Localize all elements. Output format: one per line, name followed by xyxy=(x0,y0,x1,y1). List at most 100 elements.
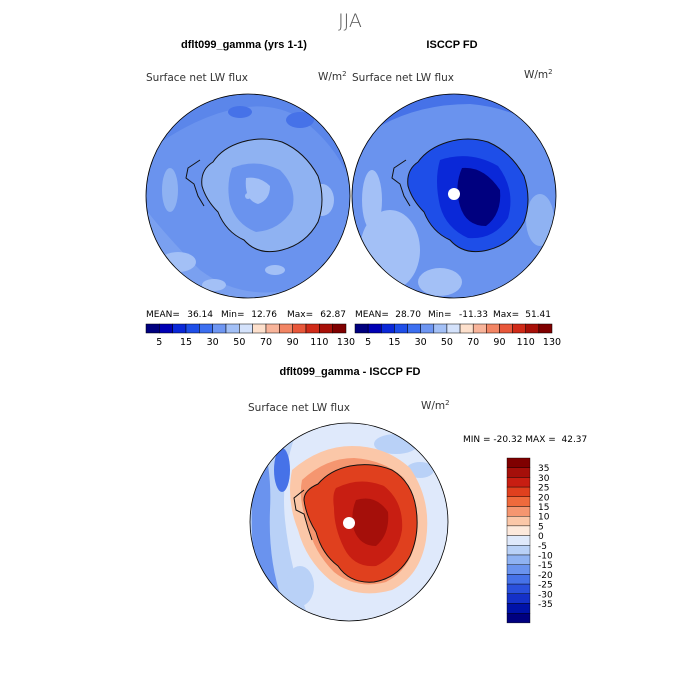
colorbar-swatch xyxy=(265,323,280,334)
colorbar-swatch xyxy=(305,323,320,334)
colorbar-swatch xyxy=(506,574,531,585)
colorbar-tick-label: 10 xyxy=(538,513,550,523)
colorbar-swatch xyxy=(199,323,213,334)
colorbar-swatch xyxy=(472,323,487,334)
variable-label: Surface net LW flux xyxy=(248,402,350,414)
colorbar-tick-label: -10 xyxy=(538,552,553,562)
mean-label: MEAN= xyxy=(355,310,389,320)
colorbar-tick-label: 110 xyxy=(310,337,328,348)
colorbar-tick-label: 90 xyxy=(287,337,299,348)
max-label: Max= xyxy=(287,310,313,320)
colorbar-swatch xyxy=(292,323,307,334)
colorbar-swatch xyxy=(367,323,382,334)
colorbar-swatch xyxy=(506,583,531,594)
colorbar-tick-label: 35 xyxy=(538,464,549,474)
colorbar-swatch xyxy=(407,323,421,334)
season-title: JJA xyxy=(338,10,362,32)
colorbar-swatch xyxy=(381,323,395,334)
colorbar-tick-label: 15 xyxy=(538,503,549,513)
diff-stats: MIN = -20.32 MAX = 42.37 xyxy=(463,435,587,445)
polar-map-observations xyxy=(352,94,556,298)
colorbar-swatch xyxy=(538,323,553,334)
panel-observations: ISCCP FD Surface net LW flux W/m2 MEAN= … xyxy=(351,39,561,348)
colorbar-swatch xyxy=(433,323,448,334)
colorbar-swatch xyxy=(512,323,526,334)
colorbar-swatch xyxy=(332,323,347,334)
colorbar-swatch xyxy=(239,323,253,334)
colorbar-swatch xyxy=(506,506,531,517)
colorbar-swatch xyxy=(172,323,187,334)
colorbar-tick-label: 20 xyxy=(538,493,550,503)
colorbar-swatch xyxy=(506,535,531,546)
panel-title: dflt099_gamma - ISCCP FD xyxy=(279,366,420,378)
colorbar-swatch xyxy=(506,593,531,604)
colorbar-tick-label: 50 xyxy=(233,337,245,348)
polar-map-model xyxy=(146,94,350,298)
units-label: W/m2 xyxy=(318,70,347,83)
colorbar-swatch xyxy=(159,323,173,334)
colorbar-swatch xyxy=(252,323,267,334)
min-value: -11.33 xyxy=(459,310,488,320)
colorbar-tick-label: 110 xyxy=(517,337,535,348)
colorbar-model: 5 15 30 50 70 90 110 130 xyxy=(145,323,355,348)
colorbar-swatch xyxy=(354,323,369,334)
colorbar-tick-label: 15 xyxy=(388,337,400,348)
colorbar-tick-label: -15 xyxy=(538,561,553,571)
colorbar-swatch xyxy=(459,323,474,334)
colorbar-swatch xyxy=(506,603,531,614)
colorbar-tick-label: -35 xyxy=(538,600,553,610)
colorbar-swatch xyxy=(506,564,531,575)
panel-title: ISCCP FD xyxy=(426,39,477,51)
mean-value: 36.14 xyxy=(187,310,213,320)
colorbar-tick-label: -5 xyxy=(538,542,547,552)
colorbar-swatch xyxy=(446,323,461,334)
colorbar-swatch xyxy=(225,323,240,334)
colorbar-tick-label: 5 xyxy=(365,337,371,348)
colorbar-swatch xyxy=(506,457,531,468)
mean-value: 28.70 xyxy=(395,310,421,320)
panel-model: dflt099_gamma (yrs 1-1) Surface net LW f… xyxy=(145,39,355,348)
colorbar-tick-label: -25 xyxy=(538,581,553,591)
colorbar-swatch xyxy=(279,323,293,334)
variable-label: Surface net LW flux xyxy=(352,72,454,84)
colorbar-swatch xyxy=(506,554,531,565)
colorbar-swatch xyxy=(506,545,531,556)
colorbar-tick-label: 30 xyxy=(207,337,219,348)
colorbar-swatch xyxy=(506,525,531,536)
colorbar-tick-label: 5 xyxy=(538,522,544,532)
colorbar-swatch xyxy=(486,323,500,334)
max-label: Max= xyxy=(493,310,519,320)
colorbar-tick-label: 70 xyxy=(260,337,272,348)
stats-line: MEAN= 28.70 Min= -11.33 Max= 51.41 xyxy=(355,310,551,320)
colorbar-swatch xyxy=(420,323,435,334)
colorbar-swatch xyxy=(319,323,333,334)
colorbar-tick-label: 130 xyxy=(337,337,355,348)
colorbar-swatch xyxy=(499,323,513,334)
colorbar-swatch xyxy=(212,323,227,334)
colorbar-tick-label: 15 xyxy=(180,337,192,348)
mean-label: MEAN= xyxy=(146,310,180,320)
colorbar-tick-label: 50 xyxy=(441,337,453,348)
variable-label: Surface net LW flux xyxy=(146,72,248,84)
panel-title: dflt099_gamma (yrs 1-1) xyxy=(181,39,307,51)
colorbar-swatch xyxy=(506,613,531,624)
max-value: 62.87 xyxy=(320,310,346,320)
colorbar-swatch xyxy=(506,496,531,507)
units-label: W/m2 xyxy=(421,399,450,412)
colorbar-swatch xyxy=(506,477,531,488)
colorbar-tick-label: 130 xyxy=(543,337,561,348)
stats-line: MEAN= 36.14 Min= 12.76 Max= 62.87 xyxy=(146,310,346,320)
colorbar-tick-label: 30 xyxy=(538,474,550,484)
min-label: Min= xyxy=(221,310,245,320)
colorbar-swatch xyxy=(145,323,160,334)
colorbar-observations: 5 15 30 50 70 90 110 130 xyxy=(354,323,561,348)
colorbar-swatch xyxy=(506,516,531,527)
max-value: 51.41 xyxy=(525,310,551,320)
colorbar-tick-label: 90 xyxy=(493,337,505,348)
colorbar-tick-label: -30 xyxy=(538,590,553,600)
panel-difference: dflt099_gamma - ISCCP FD Surface net LW … xyxy=(248,366,587,624)
min-value: 12.76 xyxy=(251,310,277,320)
units-label: W/m2 xyxy=(524,68,553,81)
